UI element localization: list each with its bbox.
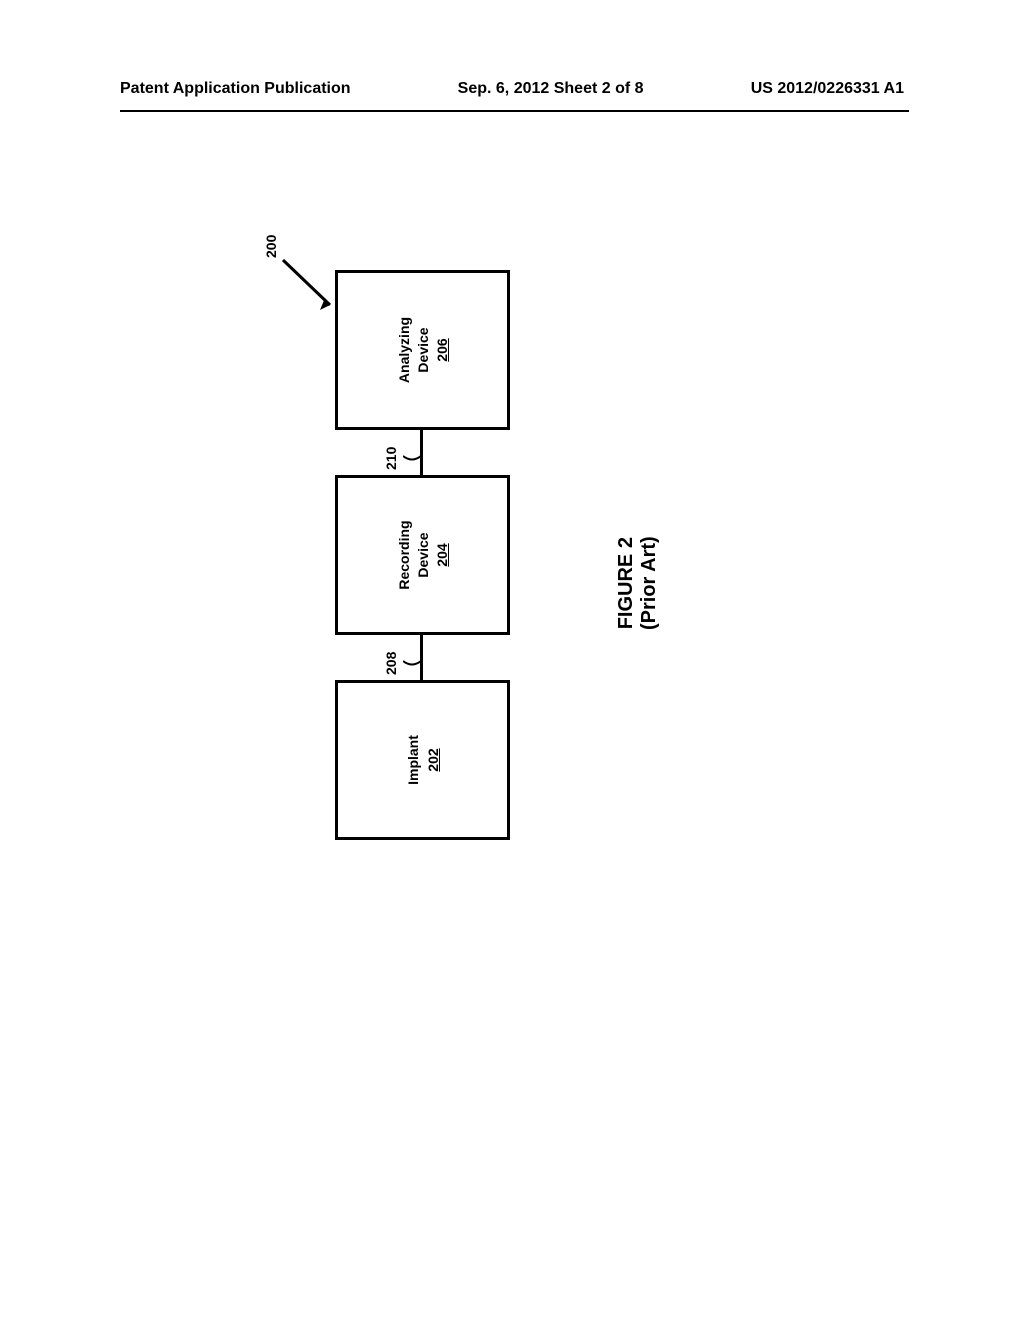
block-ref: 206: [434, 338, 450, 361]
block-implant: Implant 202: [335, 680, 510, 840]
block-label: Implant: [404, 735, 422, 785]
diagram-inner: Implant 202 Recording Device 204 Analyzi…: [155, 280, 715, 840]
block-label: Analyzing Device: [395, 317, 431, 383]
block-ref: 202: [425, 748, 441, 771]
block-analyzing-device: Analyzing Device 206: [335, 270, 510, 430]
block-label: Recording Device: [395, 520, 431, 589]
page-header: Patent Application Publication Sep. 6, 2…: [0, 80, 1024, 98]
caption-line2: (Prior Art): [638, 536, 661, 630]
figure-caption: FIGURE 2 (Prior Art): [615, 536, 661, 630]
ref-curve-208: [403, 654, 421, 668]
caption-line1: FIGURE 2: [615, 536, 638, 630]
system-arrow: [275, 250, 340, 320]
header-divider: [120, 110, 909, 112]
block-ref: 204: [434, 543, 450, 566]
header-left: Patent Application Publication: [120, 80, 351, 98]
header-row: Patent Application Publication Sep. 6, 2…: [120, 80, 904, 98]
header-center: Sep. 6, 2012 Sheet 2 of 8: [458, 80, 644, 98]
header-right: US 2012/0226331 A1: [751, 80, 904, 98]
system-ref-200: 200: [263, 235, 279, 258]
ref-curve-210: [403, 449, 421, 463]
ref-label-208: 208: [383, 652, 399, 675]
ref-label-210: 210: [383, 447, 399, 470]
diagram: Implant 202 Recording Device 204 Analyzi…: [155, 280, 715, 840]
block-recording-device: Recording Device 204: [335, 475, 510, 635]
